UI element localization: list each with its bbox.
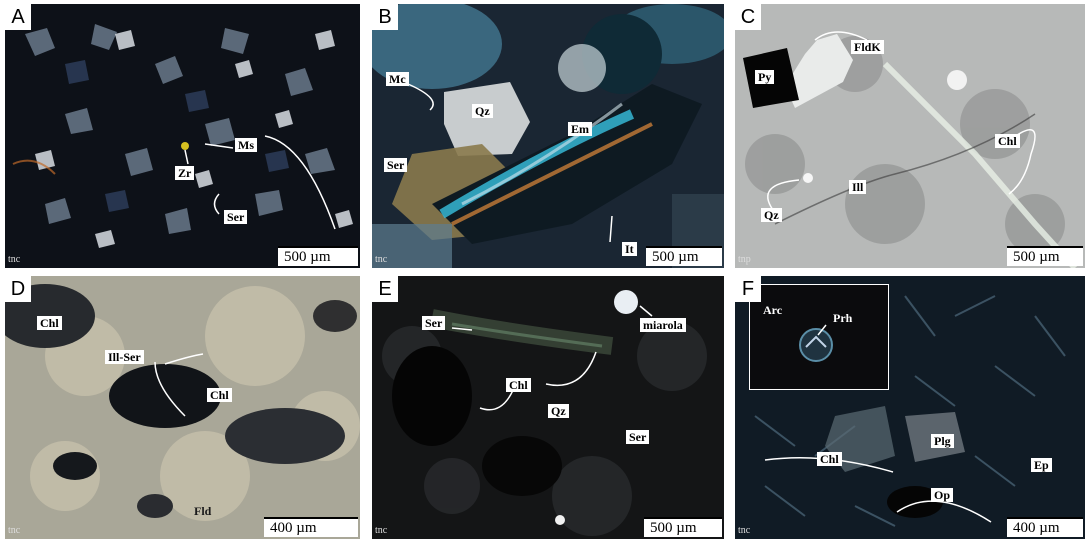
panel-a: A Zr Ms Ser tnc 500 µm xyxy=(5,4,360,268)
label-chl: Chl xyxy=(817,452,842,466)
label-fldk: FldK xyxy=(851,40,884,54)
mode-label: tnc xyxy=(375,525,388,536)
label-mc: Mc xyxy=(386,72,409,86)
scale-bar: 500 µm xyxy=(1007,246,1083,266)
label-chl: Chl xyxy=(506,378,531,392)
label-ser-2: Ser xyxy=(626,430,650,444)
mode-label: tnc xyxy=(375,254,388,265)
panel-letter: B xyxy=(372,4,398,30)
label-ser: Ser xyxy=(384,158,408,172)
panel-letter: F xyxy=(735,276,761,302)
mode-label: tnc xyxy=(738,525,751,536)
label-plg: Plg xyxy=(931,434,954,448)
label-arc: Arc xyxy=(763,303,783,317)
label-ep: Ep xyxy=(1031,458,1052,472)
label-chl-2: Chl xyxy=(207,388,232,402)
label-ill-ser: Ill-Ser xyxy=(105,350,144,364)
label-op: Op xyxy=(931,488,954,502)
panel-f: Arc Prh F Chl Plg Ep Op tnc 400 µm xyxy=(735,276,1085,539)
mode-label: tnc xyxy=(8,254,21,265)
panel-letter: E xyxy=(372,276,398,302)
micrograph-a xyxy=(5,4,360,268)
label-qz: Qz xyxy=(548,404,569,418)
panel-b: B Mc Qz Em Ser It tnc 500 µm xyxy=(372,4,724,268)
micrograph-b xyxy=(372,4,724,268)
label-chl: Chl xyxy=(995,134,1020,148)
panel-letter: A xyxy=(5,4,31,30)
panel-e: E Ser miarola Chl Qz Ser tnc 500 µm xyxy=(372,276,724,539)
label-ms: Ms xyxy=(235,138,257,152)
scale-bar: 400 µm xyxy=(1007,517,1083,537)
scale-bar: 500 µm xyxy=(644,517,722,537)
micrograph-d xyxy=(5,276,360,539)
scale-bar: 400 µm xyxy=(264,517,358,537)
label-py: Py xyxy=(755,70,775,84)
scale-bar: 500 µm xyxy=(646,246,722,266)
label-zr: Zr xyxy=(175,166,195,180)
label-miarola: miarola xyxy=(640,318,686,332)
label-em: Em xyxy=(568,122,592,136)
label-ill: Ill xyxy=(849,180,867,194)
panel-letter: C xyxy=(735,4,761,30)
panel-c: C Py FldK Chl Ill Qz tnp 500 µm xyxy=(735,4,1085,268)
label-qz: Qz xyxy=(761,208,782,222)
mode-label: tnp xyxy=(738,254,751,265)
label-fld: Fld xyxy=(194,504,212,518)
label-chl-1: Chl xyxy=(37,316,62,330)
label-it: It xyxy=(622,242,637,256)
scale-bar: 500 µm xyxy=(278,246,358,266)
label-ser: Ser xyxy=(224,210,248,224)
micrograph-c xyxy=(735,4,1085,268)
label-prh: Prh xyxy=(833,311,853,325)
panel-letter: D xyxy=(5,276,31,302)
label-ser-1: Ser xyxy=(422,316,446,330)
panel-d: D Chl Ill-Ser Chl Fld tnc 400 µm xyxy=(5,276,360,539)
inset-arc: Arc Prh xyxy=(749,284,889,390)
mode-label: tnc xyxy=(8,525,21,536)
label-qz: Qz xyxy=(472,104,493,118)
